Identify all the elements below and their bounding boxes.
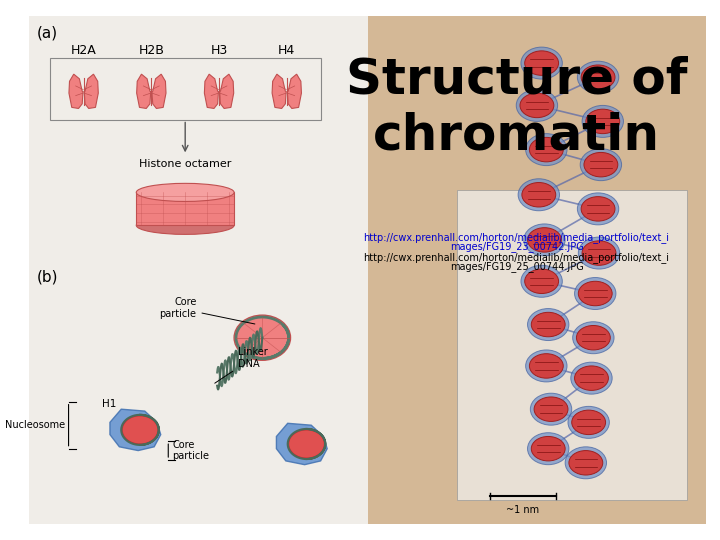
Ellipse shape <box>529 354 563 378</box>
Ellipse shape <box>572 410 606 435</box>
Ellipse shape <box>531 393 572 425</box>
Polygon shape <box>287 74 302 109</box>
Ellipse shape <box>518 179 559 211</box>
Text: http://cwx.prenhall.com/horton/medialib/media_portfolio/text_i: http://cwx.prenhall.com/horton/medialib/… <box>364 252 670 263</box>
Ellipse shape <box>578 281 612 306</box>
Ellipse shape <box>584 152 618 177</box>
Text: ~1 nm: ~1 nm <box>506 505 539 515</box>
Ellipse shape <box>525 269 559 294</box>
FancyBboxPatch shape <box>457 190 688 501</box>
Text: http://cwx.prenhall.com/horton/medialib/media_portfolio/text_i: http://cwx.prenhall.com/horton/medialib/… <box>364 232 670 243</box>
Ellipse shape <box>521 47 562 79</box>
Ellipse shape <box>575 366 608 390</box>
Polygon shape <box>272 74 286 109</box>
Ellipse shape <box>526 133 567 166</box>
Polygon shape <box>110 409 161 450</box>
Ellipse shape <box>136 217 234 234</box>
Text: mages/FG19_23_00742.JPG: mages/FG19_23_00742.JPG <box>450 241 583 252</box>
Polygon shape <box>84 74 99 109</box>
Text: H4: H4 <box>278 44 295 57</box>
Ellipse shape <box>572 322 614 354</box>
Polygon shape <box>220 74 234 109</box>
Text: Linker
DNA: Linker DNA <box>215 347 268 383</box>
Text: H2A: H2A <box>71 44 96 57</box>
Ellipse shape <box>136 184 234 201</box>
Ellipse shape <box>234 315 291 360</box>
FancyBboxPatch shape <box>368 16 706 524</box>
Text: H2B: H2B <box>138 44 164 57</box>
Ellipse shape <box>289 430 325 458</box>
Ellipse shape <box>568 407 609 438</box>
Ellipse shape <box>565 447 606 479</box>
Ellipse shape <box>528 433 569 465</box>
Polygon shape <box>276 423 327 465</box>
Ellipse shape <box>582 241 616 265</box>
Ellipse shape <box>531 312 565 337</box>
Ellipse shape <box>575 278 616 309</box>
Ellipse shape <box>528 308 569 341</box>
Ellipse shape <box>580 148 621 181</box>
Ellipse shape <box>577 61 618 93</box>
Ellipse shape <box>520 93 554 118</box>
Polygon shape <box>152 74 166 109</box>
Ellipse shape <box>569 450 603 475</box>
Ellipse shape <box>531 436 565 461</box>
Ellipse shape <box>525 51 559 75</box>
Text: mages/FG19_25_00744.JPG: mages/FG19_25_00744.JPG <box>450 261 583 272</box>
Text: (a): (a) <box>37 25 58 40</box>
Text: Nucleosome: Nucleosome <box>4 420 65 430</box>
Ellipse shape <box>522 183 556 207</box>
Ellipse shape <box>526 350 567 382</box>
Ellipse shape <box>582 105 624 137</box>
Text: Histone octamer: Histone octamer <box>139 159 231 169</box>
Ellipse shape <box>528 228 562 252</box>
Ellipse shape <box>529 137 563 162</box>
Polygon shape <box>69 74 83 109</box>
Text: H1: H1 <box>102 399 117 409</box>
Text: Core
particle: Core particle <box>159 298 255 324</box>
Ellipse shape <box>122 416 158 444</box>
Ellipse shape <box>523 224 565 256</box>
Text: Structure of
chromatin: Structure of chromatin <box>346 56 688 159</box>
FancyBboxPatch shape <box>29 16 368 524</box>
Polygon shape <box>204 74 218 109</box>
Ellipse shape <box>578 237 620 269</box>
Text: H3: H3 <box>210 44 228 57</box>
Ellipse shape <box>534 397 568 421</box>
Ellipse shape <box>581 65 615 90</box>
Ellipse shape <box>586 109 620 133</box>
Ellipse shape <box>571 362 612 394</box>
Ellipse shape <box>581 197 615 221</box>
Polygon shape <box>137 74 150 109</box>
Polygon shape <box>136 192 234 225</box>
Text: Core
particle: Core particle <box>172 440 209 461</box>
Ellipse shape <box>521 265 562 298</box>
Ellipse shape <box>516 90 557 122</box>
Ellipse shape <box>577 193 618 225</box>
Ellipse shape <box>577 326 611 350</box>
Text: (b): (b) <box>37 270 58 285</box>
